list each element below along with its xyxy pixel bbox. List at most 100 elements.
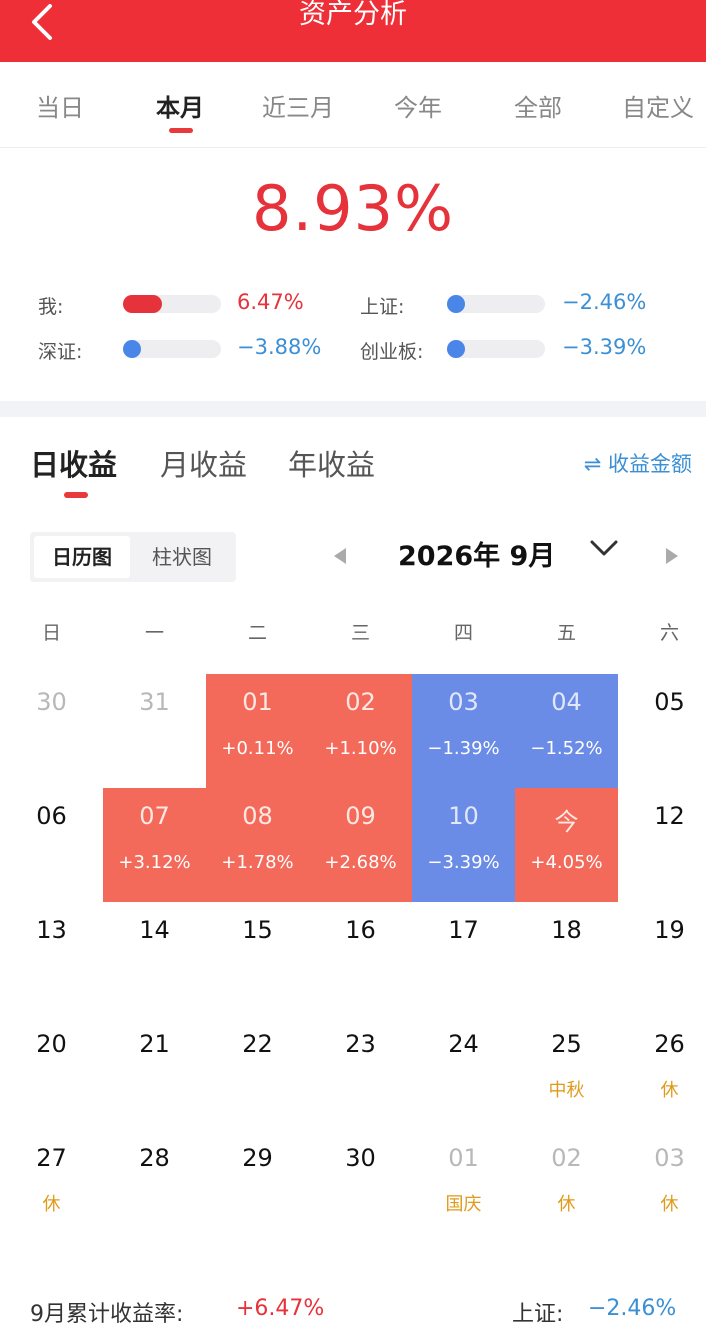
calendar-day[interactable]: 23 (309, 1016, 412, 1130)
calendar-day[interactable]: 19 (618, 902, 706, 1016)
calendar-day-number: 25 (551, 1030, 582, 1058)
my-return-label: 我: (38, 296, 64, 318)
calendar-day-number: 21 (139, 1030, 170, 1058)
calendar-day[interactable]: 17 (412, 902, 515, 1016)
month-selector[interactable]: 2026年 9月 (398, 541, 556, 572)
calendar-day[interactable]: 今 +4.05% (515, 788, 618, 902)
calendar-day[interactable]: 29 (206, 1130, 309, 1244)
tab-three-months[interactable]: 近三月 (262, 94, 334, 122)
calendar-day[interactable]: 14 (103, 902, 206, 1016)
calendar-day-number: 13 (36, 916, 67, 944)
calendar-day[interactable]: 20 (0, 1016, 103, 1130)
calendar-day[interactable]: 03 休 (618, 1130, 706, 1244)
calendar-day-number: 17 (448, 916, 479, 944)
calendar-day-return: −1.52% (530, 738, 603, 759)
calendar-day-number: 06 (36, 802, 67, 830)
calendar-day[interactable]: 05 (618, 674, 706, 788)
calendar-day-number: 18 (551, 916, 582, 944)
calendar-day[interactable]: 26 休 (618, 1016, 706, 1130)
page-title: 资产分析 (299, 0, 407, 30)
calendar-day-number: 28 (139, 1144, 170, 1172)
tab-custom[interactable]: 自定义 (622, 94, 694, 122)
calendar-day-number: 01 (448, 1144, 479, 1172)
calendar-day-number: 03 (654, 1144, 685, 1172)
my-return-bar (123, 295, 221, 313)
calendar-day-number: 10 (448, 802, 479, 830)
chevron-down-icon[interactable] (588, 536, 620, 562)
chinext-bar-fill (447, 340, 465, 358)
holiday-note: 休 (42, 1194, 61, 1215)
tab-all[interactable]: 全部 (514, 94, 562, 122)
holiday-note: 休 (557, 1194, 576, 1215)
chinext-bar (447, 340, 545, 358)
calendar-day-number: 20 (36, 1030, 67, 1058)
calendar-day[interactable]: 06 (0, 788, 103, 902)
calendar-day[interactable]: 31 (103, 674, 206, 788)
calendar-day-number: 02 (551, 1144, 582, 1172)
calendar-view-button[interactable]: 日历图 (34, 536, 130, 578)
back-arrow-icon[interactable] (22, 4, 62, 44)
shenzhen-bar (123, 340, 221, 358)
calendar-day-return: +2.68% (324, 852, 397, 873)
calendar-day-number: 05 (654, 688, 685, 716)
calendar-day[interactable]: 02 +1.10% (309, 674, 412, 788)
tab-yearly-earnings[interactable]: 年收益 (288, 448, 376, 482)
calendar-day[interactable]: 08 +1.78% (206, 788, 309, 902)
calendar-day-number: 31 (139, 688, 170, 716)
calendar-day[interactable]: 15 (206, 902, 309, 1016)
calendar-day[interactable]: 01 国庆 (412, 1130, 515, 1244)
calendar-day-number: 08 (242, 802, 273, 830)
calendar-day[interactable]: 04 −1.52% (515, 674, 618, 788)
weekday-label: 一 (144, 622, 164, 644)
calendar-day[interactable]: 24 (412, 1016, 515, 1130)
calendar-day[interactable]: 18 (515, 902, 618, 1016)
shanghai-label: 上证: (360, 296, 405, 318)
chinext-value: −3.39% (562, 335, 647, 359)
calendar-day-number: 24 (448, 1030, 479, 1058)
calendar-day[interactable]: 27 休 (0, 1130, 103, 1244)
calendar-day[interactable]: 16 (309, 902, 412, 1016)
period-tabs: 当日 本月 近三月 今年 全部 自定义 (0, 62, 706, 148)
prev-month-icon[interactable] (334, 548, 346, 564)
calendar-day[interactable]: 10 −3.39% (412, 788, 515, 902)
calendar-day[interactable]: 30 (0, 674, 103, 788)
calendar-day[interactable]: 21 (103, 1016, 206, 1130)
calendar-day[interactable]: 22 (206, 1016, 309, 1130)
tab-this-year[interactable]: 今年 (394, 94, 442, 122)
calendar-day[interactable]: 30 (309, 1130, 412, 1244)
calendar-day-number: 15 (242, 916, 273, 944)
tab-monthly-earnings[interactable]: 月收益 (160, 448, 248, 482)
calendar-day[interactable]: 09 +2.68% (309, 788, 412, 902)
calendar-day[interactable]: 12 (618, 788, 706, 902)
weekday-label: 二 (247, 622, 267, 644)
calendar-day-number: 03 (448, 688, 479, 716)
holiday-note: 中秋 (548, 1080, 585, 1101)
tab-today[interactable]: 当日 (36, 94, 84, 122)
calendar-day-return: +3.12% (118, 852, 191, 873)
next-month-icon[interactable] (666, 548, 678, 564)
calendar-day[interactable]: 01 +0.11% (206, 674, 309, 788)
calendar-day[interactable]: 02 休 (515, 1130, 618, 1244)
tab-this-month[interactable]: 本月 (156, 94, 204, 122)
bar-view-button[interactable]: 柱状图 (152, 545, 212, 569)
calendar-day-number: 27 (36, 1144, 67, 1172)
tab-daily-earnings[interactable]: 日收益 (30, 448, 118, 482)
calendar-day[interactable]: 07 +3.12% (103, 788, 206, 902)
calendar-day[interactable]: 03 −1.39% (412, 674, 515, 788)
calendar-day[interactable]: 28 (103, 1130, 206, 1244)
calendar-day-number: 22 (242, 1030, 273, 1058)
chinext-label: 创业板: (360, 341, 424, 363)
calendar-day[interactable]: 25 中秋 (515, 1016, 618, 1130)
section-divider (0, 401, 706, 417)
calendar-day-number: 23 (345, 1030, 376, 1058)
view-toggle: 日历图 柱状图 (30, 532, 236, 582)
weekday-label: 四 (453, 622, 473, 644)
calendar-day[interactable]: 13 (0, 902, 103, 1016)
calendar-day-number: 26 (654, 1030, 685, 1058)
calendar-day-number: 30 (36, 688, 67, 716)
shenzhen-value: −3.88% (237, 335, 322, 359)
earnings-amount-toggle[interactable]: ⇌ 收益金额 (583, 452, 692, 476)
holiday-note: 休 (660, 1080, 679, 1101)
calendar-day-number: 29 (242, 1144, 273, 1172)
calendar-day-return: +0.11% (221, 738, 294, 759)
